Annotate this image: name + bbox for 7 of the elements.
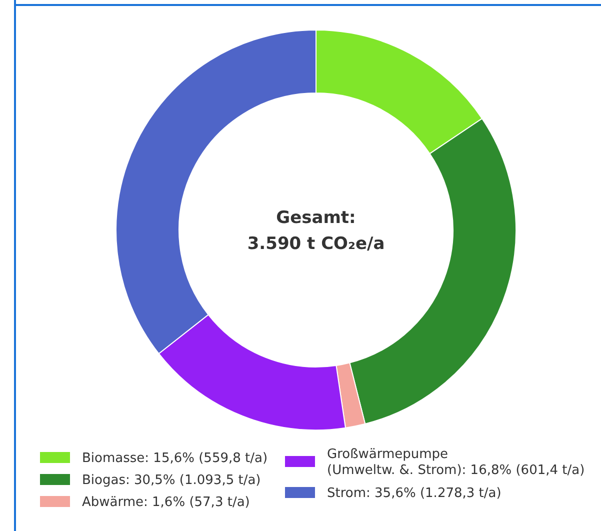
legend-label: Biomasse: 15,6% (559,8 t/a)	[82, 451, 268, 466]
legend-label: Großwärmepumpe (Umweltw. &. Strom): 16,8% (601,4 t/a)	[327, 447, 585, 478]
legend-label: Biogas: 30,5% (1.093,5 t/a)	[82, 473, 261, 488]
legend-label: Strom: 35,6% (1.278,3 t/a)	[327, 486, 502, 501]
legend-label: Abwärme: 1,6% (57,3 t/a)	[82, 495, 250, 510]
text: 3.590 t CO₂e/a	[247, 234, 385, 254]
text: Gesamt:	[276, 208, 356, 228]
